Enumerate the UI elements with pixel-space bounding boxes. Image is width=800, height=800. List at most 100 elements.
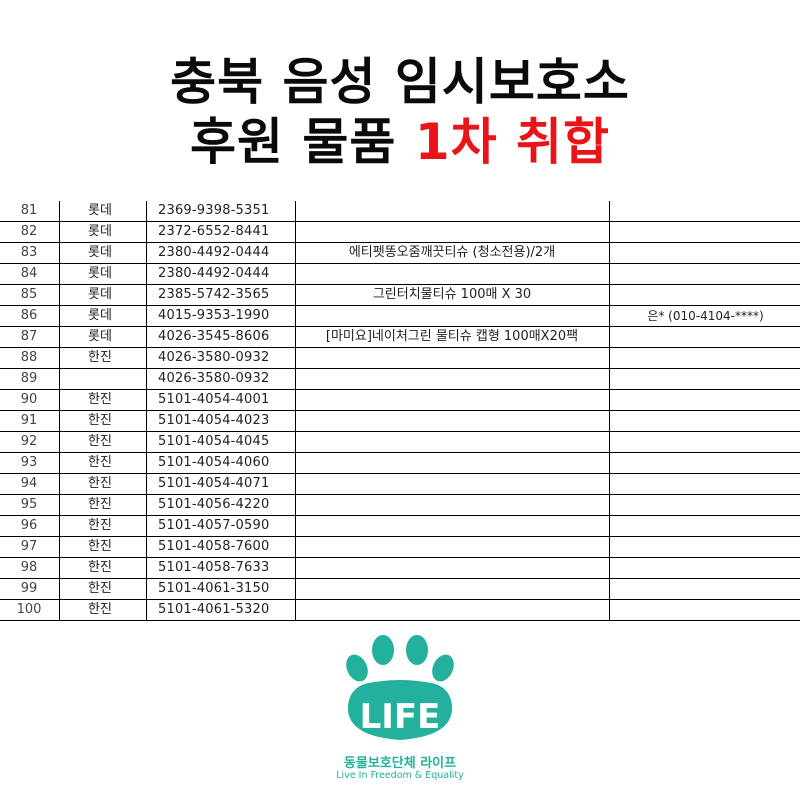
column-divider <box>146 348 147 368</box>
item-cell <box>296 537 608 557</box>
column-divider <box>609 495 610 515</box>
column-divider <box>59 327 60 347</box>
row-number: 92 <box>20 434 38 449</box>
column-divider <box>295 474 296 494</box>
tracking-number-cell: 5101-4054-4071 <box>158 476 270 491</box>
column-divider <box>609 243 610 263</box>
table-row: 98 한진 5101-4058-7633 <box>0 558 800 579</box>
column-divider <box>59 243 60 263</box>
row-number: 91 <box>20 413 38 428</box>
tracking-number-cell: 4015-9353-1990 <box>158 308 270 323</box>
item-cell <box>296 432 608 452</box>
column-divider <box>146 390 147 410</box>
tracking-number-cell: 5101-4058-7633 <box>158 560 270 575</box>
column-divider <box>59 558 60 578</box>
column-divider <box>146 411 147 431</box>
tracking-number-cell: 5101-4054-4001 <box>158 392 270 407</box>
sender-cell <box>611 327 800 347</box>
tracking-number-cell: 4026-3580-0932 <box>158 371 270 386</box>
column-divider <box>295 453 296 473</box>
column-divider <box>295 537 296 557</box>
column-divider <box>59 264 60 284</box>
item-cell <box>296 348 608 368</box>
column-divider <box>295 369 296 389</box>
sender-cell <box>611 222 800 242</box>
item-cell <box>296 390 608 410</box>
table-row: 93 한진 5101-4054-4060 <box>0 453 800 474</box>
column-divider <box>295 327 296 347</box>
donation-table: 81 롯데 2369-9398-5351 82 롯데 2372-6552-8441 83 롯데… <box>0 201 800 621</box>
title-black-part: 후원 물품 <box>189 113 397 171</box>
item-cell <box>296 369 608 389</box>
item-cell <box>296 264 608 284</box>
column-divider <box>609 390 610 410</box>
column-divider <box>59 474 60 494</box>
sender-cell <box>611 201 800 221</box>
tracking-number-cell: 4026-3545-8606 <box>158 329 270 344</box>
tracking-number-cell: 2369-9398-5351 <box>158 203 270 218</box>
sender-cell <box>611 369 800 389</box>
table-row: 86 롯데 4015-9353-1990 은* (010-4104-****) <box>0 306 800 327</box>
sender-cell <box>611 432 800 452</box>
item-cell <box>296 453 608 473</box>
tracking-number-cell: 4026-3580-0932 <box>158 350 270 365</box>
title-red-part: 1차 취합 <box>414 113 611 171</box>
item-cell: 그린터치물티슈 100매 X 30 <box>372 287 532 302</box>
column-divider <box>59 201 60 221</box>
page-title-line2: 후원 물품 1차 취합 <box>0 112 800 172</box>
logo-name-kr: 동물보호단체 라이프 <box>343 756 457 771</box>
column-divider <box>146 495 147 515</box>
column-divider <box>146 306 147 326</box>
item-cell <box>296 306 608 326</box>
column-divider <box>295 243 296 263</box>
tracking-number-cell: 2380-4492-0444 <box>158 245 270 260</box>
carrier-cell: 한진 <box>88 476 112 491</box>
column-divider <box>609 264 610 284</box>
column-divider <box>609 579 610 599</box>
sender-cell <box>611 264 800 284</box>
row-number: 97 <box>20 539 38 554</box>
tracking-number-cell: 5101-4054-4023 <box>158 413 270 428</box>
carrier-cell: 한진 <box>88 413 112 428</box>
column-divider <box>609 558 610 578</box>
paw-icon: LIFE <box>346 635 454 740</box>
column-divider <box>59 432 60 452</box>
carrier-cell: 한진 <box>88 455 112 470</box>
item-cell: 에티펫똥오줌깨끗티슈 (청소전용)/2개 <box>348 245 556 260</box>
sender-cell <box>611 411 800 431</box>
tracking-number-cell: 2380-4492-0444 <box>158 266 270 281</box>
column-divider <box>609 474 610 494</box>
sender-cell <box>611 495 800 515</box>
tracking-number-cell: 5101-4054-4045 <box>158 434 270 449</box>
column-divider <box>609 432 610 452</box>
carrier-cell: 한진 <box>88 518 112 533</box>
carrier-cell: 한진 <box>88 497 112 512</box>
column-divider <box>146 600 147 620</box>
table-row: 81 롯데 2369-9398-5351 <box>0 201 800 222</box>
row-number: 94 <box>20 476 38 491</box>
column-divider <box>295 348 296 368</box>
sender-cell <box>611 348 800 368</box>
carrier-cell: 한진 <box>88 350 112 365</box>
row-number: 84 <box>20 266 38 281</box>
row-number: 83 <box>20 245 38 260</box>
table-row: 100 한진 5101-4061-5320 <box>0 600 800 621</box>
table-row: 95 한진 5101-4056-4220 <box>0 495 800 516</box>
sender-cell <box>611 243 800 263</box>
column-divider <box>609 348 610 368</box>
table-row: 85 롯데 2385-5742-3565 그린터치물티슈 100매 X 30 <box>0 285 800 306</box>
sender-cell <box>611 558 800 578</box>
item-cell <box>296 495 608 515</box>
column-divider <box>59 579 60 599</box>
column-divider <box>609 306 610 326</box>
item-cell <box>296 558 608 578</box>
column-divider <box>609 453 610 473</box>
row-number: 93 <box>20 455 38 470</box>
column-divider <box>609 201 610 221</box>
column-divider <box>146 537 147 557</box>
sender-cell: 은* (010-4104-****) <box>647 309 764 323</box>
item-cell <box>296 579 608 599</box>
column-divider <box>59 495 60 515</box>
row-number: 98 <box>20 560 38 575</box>
page-title-line1: 충북 음성 임시보호소 <box>170 53 630 111</box>
